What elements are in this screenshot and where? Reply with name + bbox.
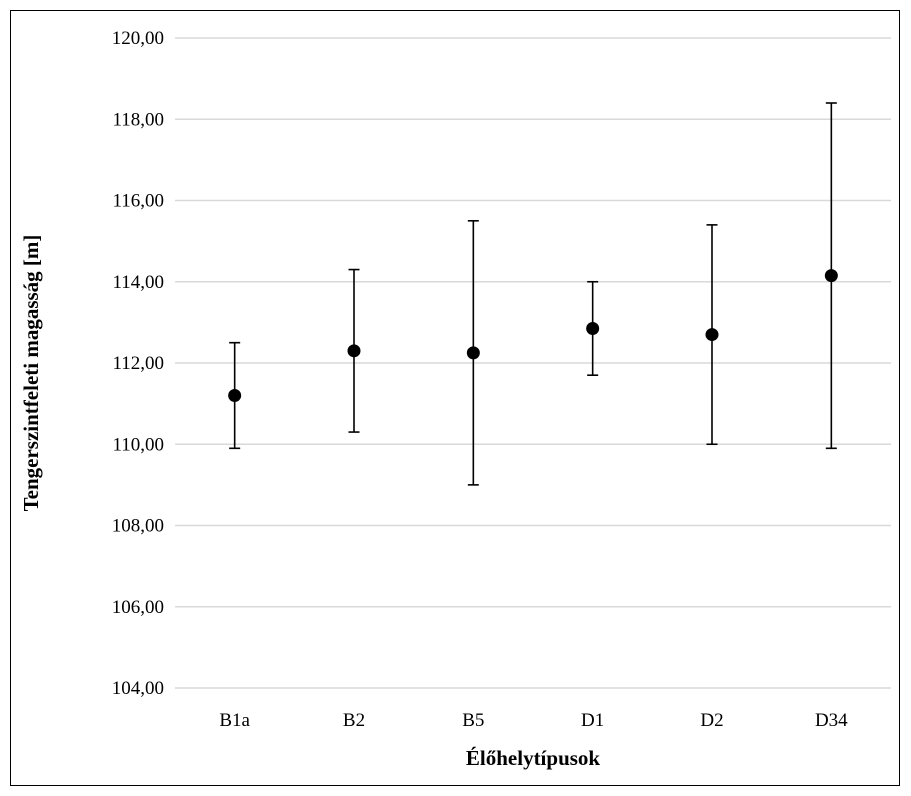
y-axis-tick-labels: 104,00 106,00 108,00 110,00 112,00 114,00 116,… (112, 28, 164, 699)
y-tick-label: 120,00 (112, 28, 164, 49)
x-axis-tick-labels: B1a B2 B5 D1 D2 D34 (219, 710, 848, 731)
y-tick-label: 104,00 (112, 678, 164, 699)
x-tick-label: D34 (815, 710, 848, 731)
y-tick-label: 114,00 (112, 272, 164, 293)
gridlines (175, 37, 891, 689)
data-point (705, 328, 719, 342)
data-point (466, 346, 480, 360)
error-bar-chart: 104,00 106,00 108,00 110,00 112,00 114,00 116,… (19, 28, 891, 770)
y-tick-label: 106,00 (112, 597, 164, 618)
data-point (228, 389, 242, 402)
data-point (586, 321, 600, 335)
y-axis-title: Tengerszintfeleti magasság [m] (19, 235, 43, 512)
x-axis-title: Élőhelytípusok (466, 746, 601, 770)
x-tick-label: D1 (581, 710, 604, 731)
y-tick-label: 110,00 (112, 434, 164, 455)
x-tick-label: D2 (700, 710, 723, 731)
x-tick-label: B2 (343, 710, 365, 731)
error-bars (229, 102, 837, 486)
x-tick-label: B1a (219, 710, 250, 731)
chart-frame: 104,00 106,00 108,00 110,00 112,00 114,00 116,… (10, 10, 900, 786)
y-tick-label: 118,00 (112, 109, 164, 130)
data-point (824, 269, 838, 283)
y-tick-label: 112,00 (112, 353, 164, 374)
data-point (347, 344, 361, 358)
data-points (228, 269, 838, 402)
y-tick-label: 116,00 (112, 191, 164, 212)
x-tick-label: B5 (462, 710, 484, 731)
y-tick-label: 108,00 (112, 516, 164, 537)
